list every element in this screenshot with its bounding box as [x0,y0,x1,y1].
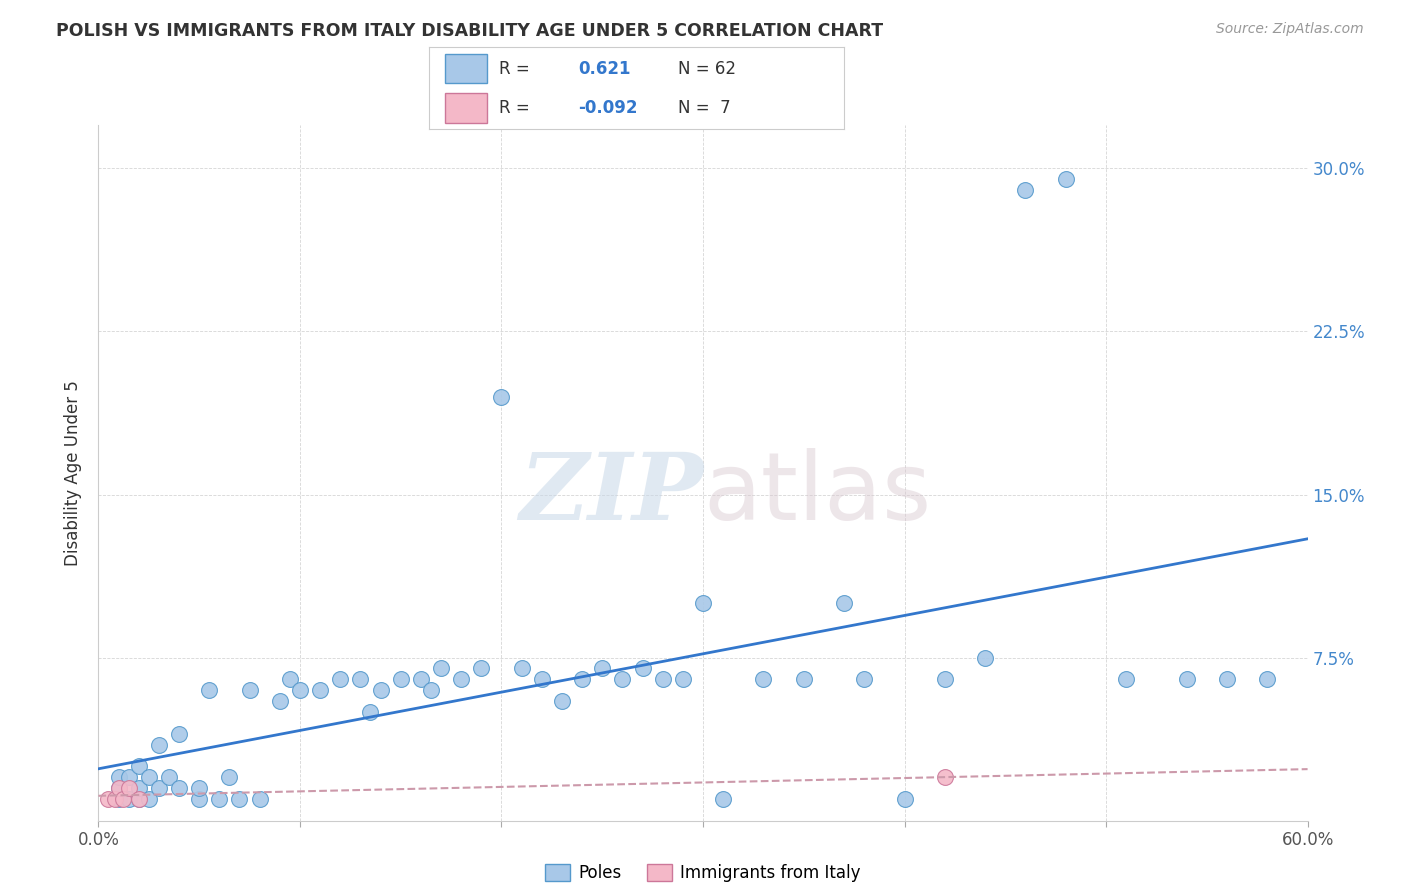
Point [239,683,262,698]
Point [107,792,129,806]
Point [752,673,775,687]
Point [103,792,125,806]
Point [832,596,855,610]
Point [138,792,160,806]
Point [420,683,443,698]
Text: ZIP: ZIP [519,449,703,539]
Point [491,390,513,404]
Point [1054,172,1077,186]
Text: atlas: atlas [703,448,931,540]
Point [148,738,170,752]
Point [612,673,634,687]
Point [793,673,815,687]
Point [934,673,956,687]
Point [218,770,240,784]
Text: R =: R = [499,99,530,117]
Point [167,780,190,795]
Point [530,673,553,687]
Point [1216,673,1239,687]
FancyBboxPatch shape [446,54,486,83]
Point [551,694,574,708]
Point [974,650,997,665]
Point [651,673,673,687]
Point [118,770,141,784]
Point [370,683,392,698]
Point [934,770,956,784]
Point [329,673,352,687]
Point [1256,673,1278,687]
Point [853,673,876,687]
Point [208,792,231,806]
FancyBboxPatch shape [446,94,486,123]
Point [288,683,311,698]
Point [571,673,593,687]
Point [360,705,382,719]
Point [309,683,332,698]
Text: 0.621: 0.621 [578,60,631,78]
Point [107,770,129,784]
Point [631,661,654,675]
Point [107,780,129,795]
Point [138,770,160,784]
Point [128,792,150,806]
Text: R =: R = [499,60,530,78]
Text: N =  7: N = 7 [678,99,730,117]
Y-axis label: Disability Age Under 5: Disability Age Under 5 [65,380,83,566]
Point [249,792,271,806]
Point [188,792,211,806]
Point [591,661,613,675]
Point [269,694,291,708]
Point [672,673,695,687]
Legend: Poles, Immigrants from Italy: Poles, Immigrants from Italy [538,857,868,888]
Point [389,673,412,687]
Point [107,780,129,795]
Point [510,661,533,675]
Point [97,792,120,806]
Point [118,780,141,795]
Point [228,792,250,806]
Point [128,759,150,773]
Point [198,683,221,698]
Point [430,661,453,675]
Point [349,673,371,687]
Point [157,770,180,784]
Text: -0.092: -0.092 [578,99,638,117]
Point [148,780,170,795]
Point [1115,673,1137,687]
Point [450,673,472,687]
Point [1175,673,1198,687]
Point [1014,183,1036,197]
Point [711,792,734,806]
Point [118,792,141,806]
Text: POLISH VS IMMIGRANTS FROM ITALY DISABILITY AGE UNDER 5 CORRELATION CHART: POLISH VS IMMIGRANTS FROM ITALY DISABILI… [56,22,883,40]
Point [893,792,915,806]
Text: Source: ZipAtlas.com: Source: ZipAtlas.com [1216,22,1364,37]
Point [128,780,150,795]
Point [409,673,432,687]
Text: N = 62: N = 62 [678,60,735,78]
Point [692,596,714,610]
Point [278,673,301,687]
Point [111,792,134,806]
Point [167,726,190,740]
Point [470,661,492,675]
Point [188,780,211,795]
Point [128,792,150,806]
